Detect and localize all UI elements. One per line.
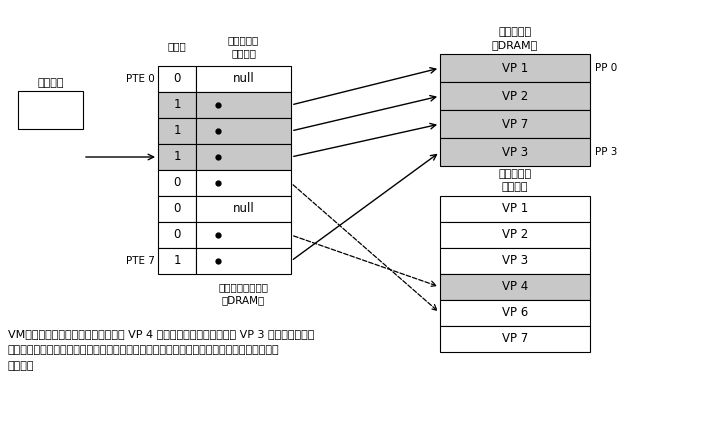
Bar bbox=[440, 196, 590, 222]
Text: VP 3: VP 3 bbox=[502, 254, 528, 268]
Bar bbox=[158, 196, 196, 222]
Bar bbox=[158, 92, 196, 118]
Bar bbox=[440, 222, 590, 248]
Bar bbox=[196, 196, 291, 222]
Text: 磁盘地址: 磁盘地址 bbox=[231, 48, 256, 58]
Bar bbox=[158, 248, 196, 274]
Text: 1: 1 bbox=[174, 125, 181, 137]
Text: null: null bbox=[232, 203, 254, 215]
Text: VP 3: VP 3 bbox=[502, 145, 528, 159]
Bar bbox=[158, 222, 196, 248]
Text: 0: 0 bbox=[174, 176, 181, 190]
Bar bbox=[158, 170, 196, 196]
Text: 常驻存储器的页表: 常驻存储器的页表 bbox=[219, 282, 269, 292]
Bar bbox=[196, 248, 291, 274]
Text: VP 2: VP 2 bbox=[502, 229, 528, 242]
Text: 1: 1 bbox=[174, 151, 181, 164]
Text: 虚拟存储器: 虚拟存储器 bbox=[499, 169, 531, 179]
Text: VM缺页（之后）。缺页处理程序选择 VP 4 作为牺牲页，并从磁盘上用 VP 3 的拷贝取代它。: VM缺页（之后）。缺页处理程序选择 VP 4 作为牺牲页，并从磁盘上用 VP 3… bbox=[8, 329, 314, 339]
Text: （DRAM）: （DRAM） bbox=[492, 40, 538, 50]
Text: VP 1: VP 1 bbox=[502, 203, 528, 215]
Bar bbox=[440, 110, 590, 138]
Bar bbox=[158, 144, 196, 170]
Text: （磁盘）: （磁盘） bbox=[502, 182, 529, 192]
Text: 有效位: 有效位 bbox=[168, 41, 187, 51]
Bar bbox=[18, 91, 83, 129]
Text: 1: 1 bbox=[174, 254, 181, 268]
Text: 0: 0 bbox=[174, 203, 181, 215]
Bar bbox=[196, 222, 291, 248]
Text: VP 2: VP 2 bbox=[502, 89, 528, 103]
Text: 0: 0 bbox=[174, 73, 181, 86]
Text: PP 3: PP 3 bbox=[595, 147, 617, 157]
Bar bbox=[440, 248, 590, 274]
Bar bbox=[196, 92, 291, 118]
Bar bbox=[196, 144, 291, 170]
Text: PTE 0: PTE 0 bbox=[126, 74, 155, 84]
Text: VP 7: VP 7 bbox=[502, 117, 528, 131]
Text: 产生异常: 产生异常 bbox=[8, 361, 35, 371]
Text: 0: 0 bbox=[174, 229, 181, 242]
Text: null: null bbox=[232, 73, 254, 86]
Bar bbox=[196, 66, 291, 92]
Bar bbox=[196, 118, 291, 144]
Text: PTE 7: PTE 7 bbox=[126, 256, 155, 266]
Bar bbox=[440, 300, 590, 326]
Text: 1: 1 bbox=[174, 98, 181, 112]
Text: 在缺页处理程序重新启动导致缺页的指令之后，该指令将从存储器中正常地读取字，而不会再: 在缺页处理程序重新启动导致缺页的指令之后，该指令将从存储器中正常地读取字，而不会… bbox=[8, 345, 280, 355]
Bar bbox=[440, 82, 590, 110]
Bar bbox=[158, 66, 196, 92]
Text: VP 6: VP 6 bbox=[502, 307, 528, 320]
Text: PP 0: PP 0 bbox=[595, 63, 617, 73]
Bar bbox=[196, 170, 291, 196]
Text: 物理存储器: 物理存储器 bbox=[499, 27, 531, 37]
Bar bbox=[440, 274, 590, 300]
Text: （DRAM）: （DRAM） bbox=[222, 295, 265, 305]
Text: 物理页号或: 物理页号或 bbox=[228, 35, 259, 45]
Bar bbox=[440, 138, 590, 166]
Bar bbox=[440, 54, 590, 82]
Text: VP 1: VP 1 bbox=[502, 61, 528, 75]
Bar bbox=[158, 118, 196, 144]
Text: VP 4: VP 4 bbox=[502, 281, 528, 293]
Text: 虚拟地址: 虚拟地址 bbox=[37, 78, 64, 88]
Text: VP 7: VP 7 bbox=[502, 332, 528, 346]
Bar bbox=[440, 326, 590, 352]
